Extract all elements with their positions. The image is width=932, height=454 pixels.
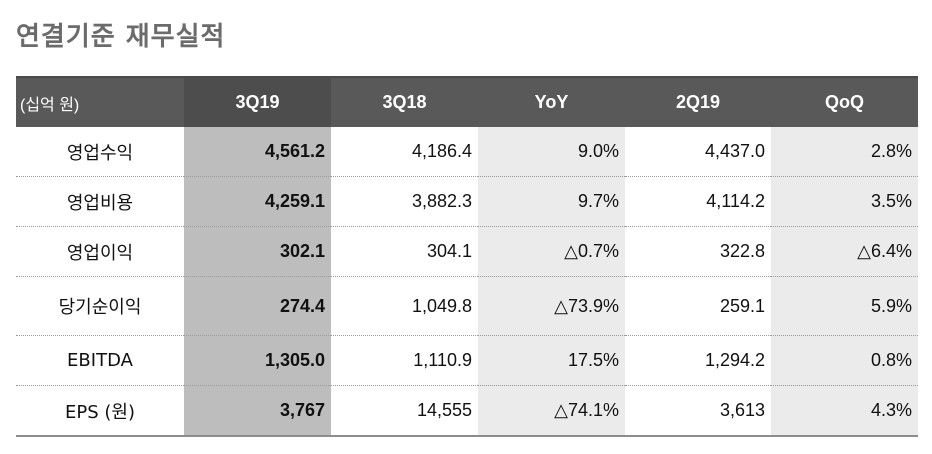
- table-row: 영업이익 302.1 304.1 △0.7% 322.8 △6.4%: [16, 226, 918, 277]
- cell-2q19: 3,613: [625, 385, 771, 437]
- cell-qoq: 3.5%: [771, 176, 918, 227]
- cell-3q18: 3,882.3: [331, 176, 478, 227]
- cell-3q19: 274.4: [184, 276, 331, 336]
- cell-yoy: 9.7%: [478, 176, 625, 227]
- cell-3q19: 1,305.0: [184, 335, 331, 386]
- column-header-yoy: YoY: [478, 76, 625, 127]
- table-row: 당기순이익 274.4 1,049.8 △73.9% 259.1 5.9%: [16, 276, 918, 336]
- row-label: EPS (원): [16, 385, 184, 437]
- cell-3q18: 14,555: [331, 385, 478, 437]
- table-header-row: (십억 원) 3Q19 3Q18 YoY 2Q19 QoQ: [16, 76, 918, 127]
- cell-2q19: 322.8: [625, 226, 771, 277]
- cell-qoq: 5.9%: [771, 276, 918, 336]
- cell-3q19: 4,561.2: [184, 127, 331, 177]
- cell-2q19: 4,437.0: [625, 127, 771, 177]
- row-label: 영업비용: [16, 176, 184, 227]
- column-header-3q18: 3Q18: [331, 76, 478, 127]
- cell-3q18: 1,049.8: [331, 276, 478, 336]
- cell-yoy: 17.5%: [478, 335, 625, 386]
- financial-results-table: (십억 원) 3Q19 3Q18 YoY 2Q19 QoQ 영업수익 4,561…: [16, 76, 918, 437]
- cell-3q18: 1,110.9: [331, 335, 478, 386]
- row-label: 영업이익: [16, 226, 184, 277]
- cell-yoy: △73.9%: [478, 276, 625, 336]
- unit-label: (십억 원): [16, 76, 184, 127]
- cell-2q19: 1,294.2: [625, 335, 771, 386]
- cell-qoq: 0.8%: [771, 335, 918, 386]
- cell-3q19: 302.1: [184, 226, 331, 277]
- table-row: EBITDA 1,305.0 1,110.9 17.5% 1,294.2 0.8…: [16, 335, 918, 386]
- cell-yoy: △0.7%: [478, 226, 625, 277]
- row-label: 당기순이익: [16, 276, 184, 336]
- cell-3q19: 4,259.1: [184, 176, 331, 227]
- cell-qoq: △6.4%: [771, 226, 918, 277]
- cell-qoq: 4.3%: [771, 385, 918, 437]
- cell-yoy: △74.1%: [478, 385, 625, 437]
- cell-3q19: 3,767: [184, 385, 331, 437]
- column-header-qoq: QoQ: [771, 76, 918, 127]
- column-header-3q19: 3Q19: [184, 76, 331, 127]
- cell-yoy: 9.0%: [478, 127, 625, 177]
- cell-3q18: 304.1: [331, 226, 478, 277]
- table-row: EPS (원) 3,767 14,555 △74.1% 3,613 4.3%: [16, 385, 918, 437]
- row-label: EBITDA: [16, 335, 184, 386]
- page-title: 연결기준 재무실적: [16, 22, 226, 52]
- row-label: 영업수익: [16, 127, 184, 177]
- cell-2q19: 259.1: [625, 276, 771, 336]
- cell-3q18: 4,186.4: [331, 127, 478, 177]
- column-header-2q19: 2Q19: [625, 76, 771, 127]
- table-row: 영업비용 4,259.1 3,882.3 9.7% 4,114.2 3.5%: [16, 176, 918, 227]
- cell-2q19: 4,114.2: [625, 176, 771, 227]
- cell-qoq: 2.8%: [771, 127, 918, 177]
- table-row: 영업수익 4,561.2 4,186.4 9.0% 4,437.0 2.8%: [16, 127, 918, 177]
